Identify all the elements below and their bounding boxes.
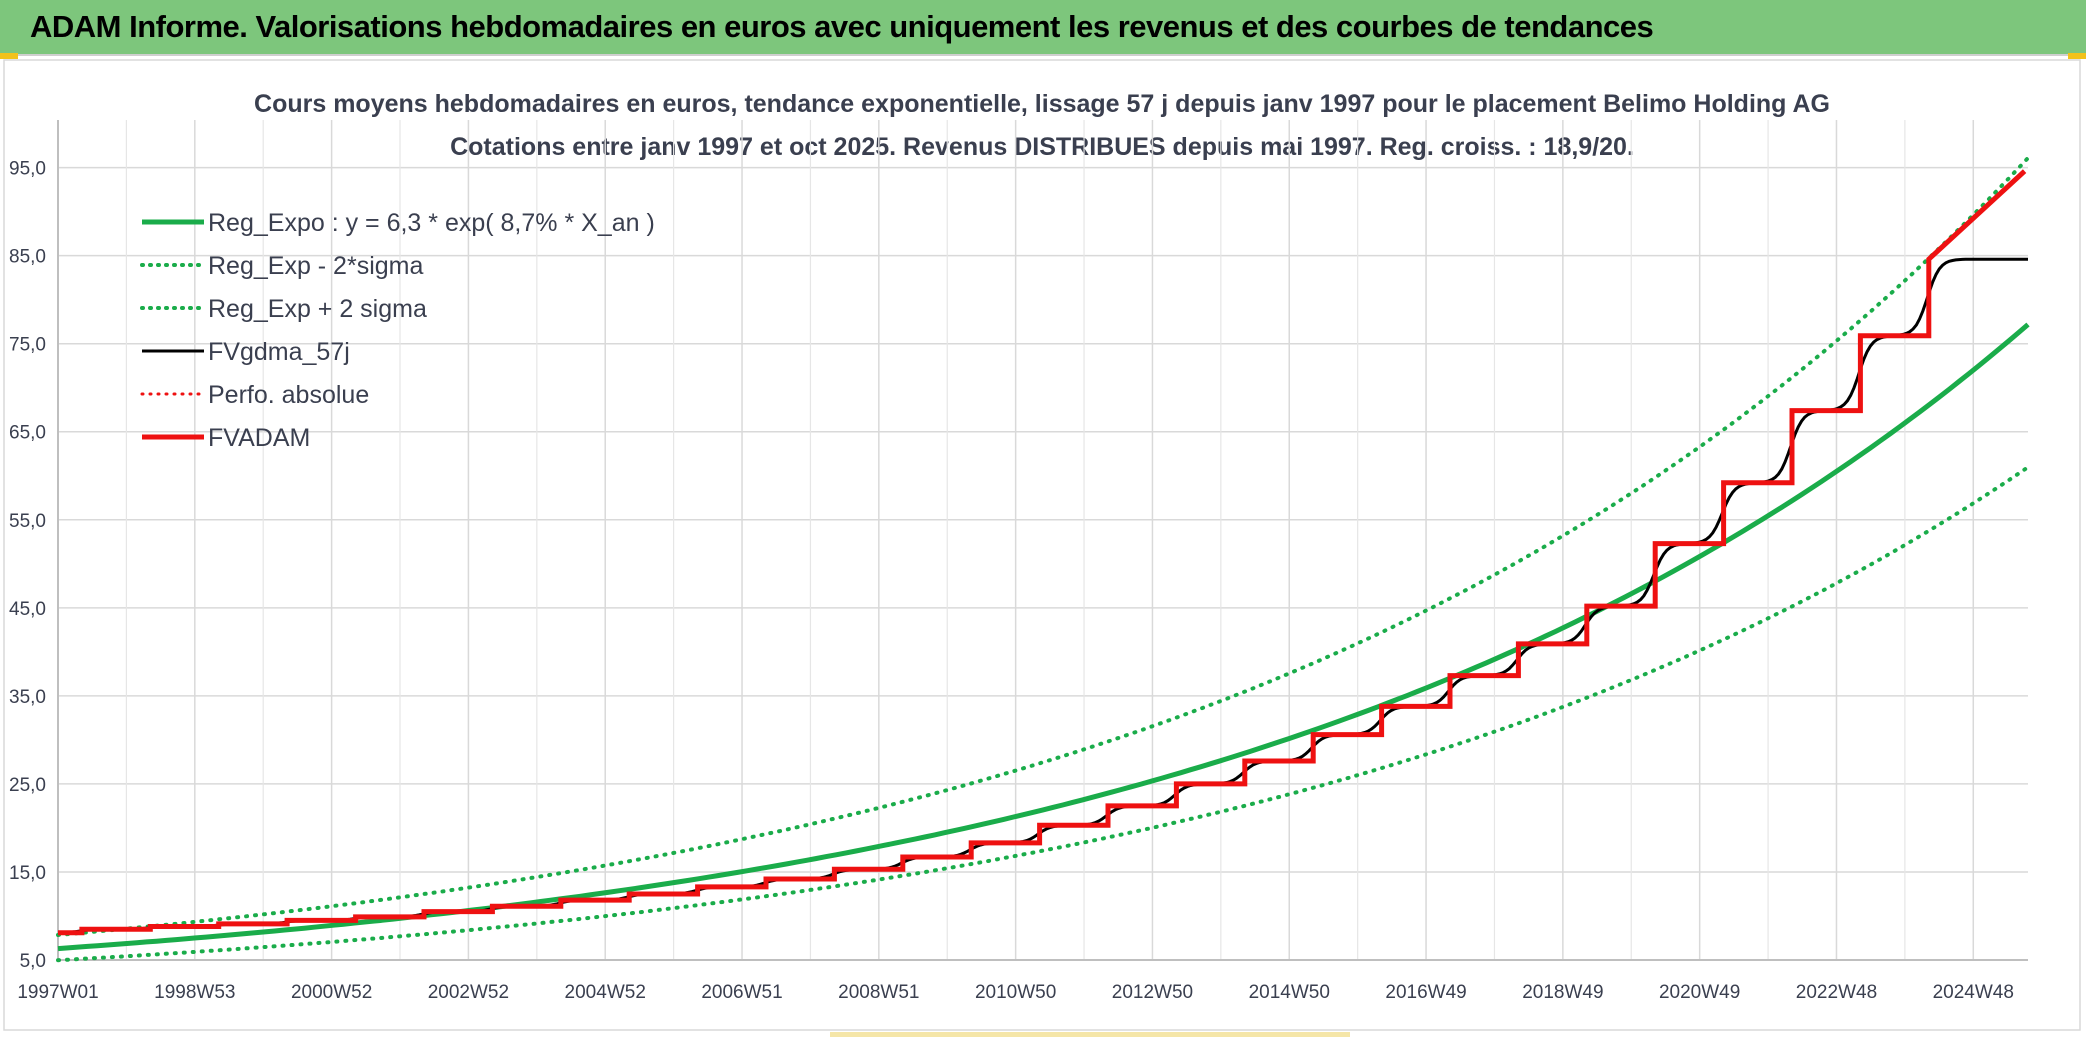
x-tick-label: 1998W53 (154, 982, 235, 1003)
x-tick-label: 2004W52 (565, 982, 646, 1003)
y-tick-label: 95,0 (9, 159, 46, 180)
y-tick-label: 35,0 (9, 687, 46, 708)
legend: Reg_Expo : y = 6,3 * exp( 8,7% * X_an ) R… (140, 209, 655, 452)
chart-subtitle: Cotations entre janv 1997 et oct 2025. R… (450, 133, 1634, 161)
legend-entry-label: Reg_Exp + 2 sigma (208, 295, 427, 323)
x-tick-label: 2002W52 (428, 982, 509, 1003)
x-tick-label: 2022W48 (1796, 982, 1877, 1003)
series-line-reg-plus-2sigma (56, 156, 2030, 937)
grid-lines (57, 120, 2028, 961)
x-tick-label: 2016W49 (1385, 982, 1466, 1003)
x-tick-label: 2014W50 (1249, 982, 1330, 1003)
series-line-reg-expo (57, 322, 2030, 952)
x-tick-label: 2006W51 (701, 982, 782, 1003)
y-tick-label: 55,0 (9, 511, 46, 532)
y-tick-label: 45,0 (9, 599, 46, 620)
y-tick-label: 25,0 (9, 775, 46, 796)
x-tick-label: 2010W50 (975, 982, 1056, 1003)
report-title: ADAM Informe. Valorisations hebdomadaire… (30, 9, 1654, 44)
chart-title: Cours moyens hebdomadaires en euros, ten… (254, 90, 1830, 118)
report-banner: ADAM Informe. Valorisations hebdomadaire… (0, 0, 2086, 56)
y-tick-label: 65,0 (9, 423, 46, 444)
legend-entry-label: FVADAM (208, 424, 310, 452)
legend-entry-label: Perfo. absolue (208, 381, 369, 409)
legend-entry-label: Reg_Expo : y = 6,3 * exp( 8,7% * X_an ) (208, 209, 655, 237)
y-axis-ticks: 5,0 15,0 25,0 35,0 45,0 55,0 65,0 75,0 85,0 95,0 (9, 159, 46, 972)
series-lines (56, 156, 2030, 963)
corner-accent-right (2068, 53, 2086, 59)
x-tick-label: 2012W50 (1112, 982, 1193, 1003)
bottom-accent-strip (830, 1032, 1350, 1037)
x-tick-label: 2020W49 (1659, 982, 1740, 1003)
legend-entry-label: Reg_Exp - 2*sigma (208, 252, 423, 280)
x-tick-label: 2008W51 (838, 982, 919, 1003)
x-tick-label: 2018W49 (1522, 982, 1603, 1003)
legend-entry-label: FVgdma_57j (208, 338, 350, 366)
x-tick-label: 1997W01 (17, 982, 98, 1003)
x-tick-label: 2024W48 (1933, 982, 2014, 1003)
corner-accent-left (0, 53, 18, 59)
x-axis-ticks: 1997W01 1998W53 2000W52 2002W52 2004W52 2006W… (17, 982, 2014, 1003)
series-line-fvadam (58, 169, 2027, 936)
chart-frame (3, 59, 2081, 1031)
y-tick-label: 15,0 (9, 863, 46, 884)
y-tick-label: 85,0 (9, 247, 46, 268)
x-tick-label: 2000W52 (291, 982, 372, 1003)
series-line-reg-minus-2sigma (56, 465, 2030, 963)
y-tick-label: 5,0 (20, 951, 46, 972)
trend-chart: Cours moyens hebdomadaires en euros, ten… (3, 59, 2081, 1031)
y-tick-label: 75,0 (9, 335, 46, 356)
